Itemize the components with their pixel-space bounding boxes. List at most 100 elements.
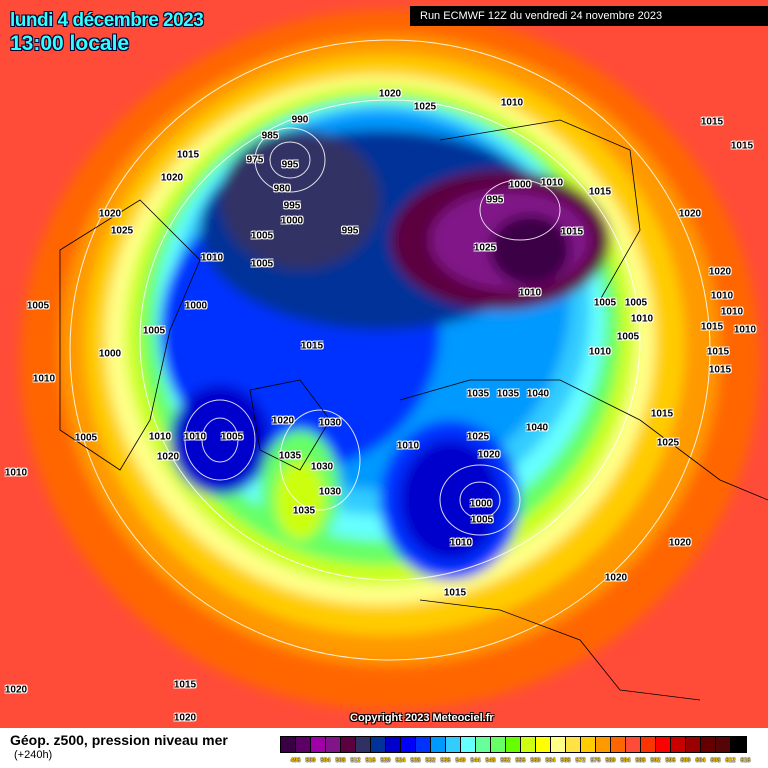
pressure-label: 1015 [300,340,324,352]
pressure-label: 1000 [184,300,208,312]
pressure-label: 1020 [4,684,28,696]
legend-tick: 548 [485,758,496,764]
legend-swatch [581,737,596,752]
pressure-label: 1015 [588,186,612,198]
legend-tick: 516 [365,758,376,764]
pressure-label: 1015 [173,679,197,691]
pressure-label: 1000 [98,348,122,360]
pressure-label: 995 [341,225,359,237]
pressure-label: 1020 [708,266,732,278]
legend-tick: 596 [665,758,676,764]
legend-swatch [461,737,476,752]
legend-tick: 500 [305,758,316,764]
pressure-label: 1005 [624,297,648,309]
legend-swatch [716,737,731,752]
legend-tick: 572 [575,758,586,764]
pressure-label: 1010 [518,287,542,299]
legend-tick: 580 [605,758,616,764]
pressure-label: 995 [281,159,299,171]
legend-swatch [731,737,746,752]
pressure-label: 1030 [318,417,342,429]
geopotential-map [0,0,768,728]
legend-tick: 508 [335,758,346,764]
forecast-step: (+240h) [14,749,53,761]
pressure-label: 1035 [466,388,490,400]
legend-swatch [641,737,656,752]
legend-tick: 540 [455,758,466,764]
legend-swatch [476,737,491,752]
legend-tick: 616 [740,758,751,764]
forecast-time: 13:00 locale [10,32,130,55]
legend-tick: 584 [620,758,631,764]
pressure-label: 1010 [540,177,564,189]
pressure-label: 1010 [396,440,420,452]
legend-swatch [701,737,716,752]
pressure-label: 1035 [292,505,316,517]
legend-tick: 556 [515,758,526,764]
legend-tick: 536 [440,758,451,764]
legend-tick: 532 [425,758,436,764]
legend-tick: 612 [725,758,736,764]
legend-swatch [341,737,356,752]
legend-tick: 496 [290,758,301,764]
legend-tick: 552 [500,758,511,764]
forecast-date: lundi 4 décembre 2023 [10,10,204,31]
legend-swatch [551,737,566,752]
pressure-label: 1025 [413,101,437,113]
pressure-label: 1020 [668,537,692,549]
pressure-label: 1035 [496,388,520,400]
legend-swatch [686,737,701,752]
legend-tick: 604 [695,758,706,764]
legend-swatch [506,737,521,752]
pressure-label: 995 [283,200,301,212]
pressure-label: 1020 [173,712,197,724]
legend-tick: 588 [635,758,646,764]
legend-swatch [446,737,461,752]
legend-swatch [596,737,611,752]
pressure-label: 1010 [183,431,207,443]
pressure-label: 1025 [473,242,497,254]
legend-tick: 592 [650,758,661,764]
field-title: Géop. z500, pression niveau mer [10,732,228,748]
pressure-label: 1020 [604,572,628,584]
pressure-label: 1005 [74,432,98,444]
height-field [20,10,760,710]
legend-swatch [311,737,326,752]
legend-tick: 544 [470,758,481,764]
pressure-label: 1020 [477,449,501,461]
pressure-label: 1005 [250,230,274,242]
pressure-label: 1000 [280,215,304,227]
legend-swatch [491,737,506,752]
pressure-label: 975 [246,154,264,166]
legend-swatch [611,737,626,752]
pressure-label: 1005 [470,514,494,526]
pressure-label: 1020 [378,88,402,100]
pressure-label: 1020 [98,208,122,220]
pressure-label: 1015 [700,321,724,333]
legend-swatch [326,737,341,752]
pressure-label: 1010 [4,467,28,479]
legend-swatch [371,737,386,752]
pressure-label: 1010 [148,431,172,443]
pressure-label: 1015 [706,346,730,358]
legend-swatch [296,737,311,752]
color-legend [280,736,747,753]
pressure-label: 1015 [700,116,724,128]
pressure-label: 1005 [616,331,640,343]
pressure-label: 1005 [593,297,617,309]
legend-tick: 576 [590,758,601,764]
pressure-label: 1015 [560,226,584,238]
pressure-label: 1005 [26,300,50,312]
pressure-label: 1040 [526,388,550,400]
copyright: Copyright 2023 Meteociel.fr [350,712,494,724]
legend-tick: 520 [380,758,391,764]
legend-swatch [356,737,371,752]
pressure-label: 985 [261,130,279,142]
legend-swatch [386,737,401,752]
footer: Géop. z500, pression niveau mer (+240h) … [0,728,768,768]
legend-swatch [281,737,296,752]
legend-tick: 600 [680,758,691,764]
pressure-label: 1010 [32,373,56,385]
legend-swatch [431,737,446,752]
legend-tick: 504 [320,758,331,764]
